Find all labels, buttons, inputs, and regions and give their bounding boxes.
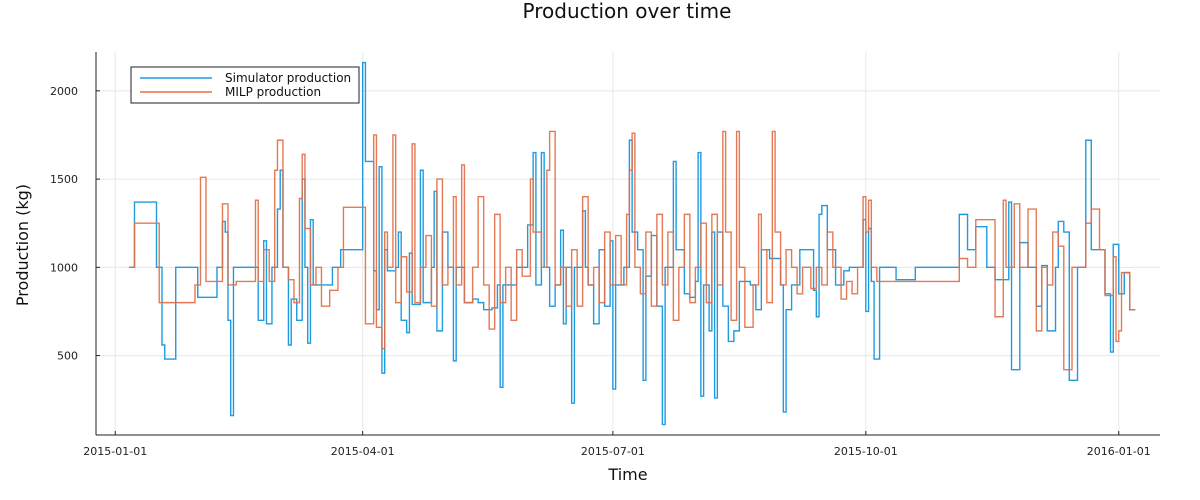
y-axis-title: Production (kg) [13, 184, 32, 306]
x-axis-title: Time [607, 465, 647, 484]
x-tick-label: 2015-07-01 [581, 445, 645, 458]
series-line-simulator [128, 61, 1136, 426]
chart-title: Production over time [523, 0, 732, 23]
ticks: 500 1000 1500 2000 2015-01-01 2015-04-01 2015-… [50, 85, 1151, 458]
legend: Simulator production MILP production [130, 66, 360, 104]
y-tick-label: 1000 [50, 261, 78, 274]
x-tick-label: 2015-04-01 [331, 445, 395, 458]
legend-box [130, 66, 360, 104]
series-area [128, 61, 1136, 426]
y-tick-label: 1500 [50, 173, 78, 186]
y-tick-label: 2000 [50, 85, 78, 98]
legend-label-milp: MILP production [225, 85, 321, 99]
x-tick-label: 2016-01-01 [1087, 445, 1151, 458]
y-tick-label: 500 [57, 350, 78, 363]
legend-label-simulator: Simulator production [225, 71, 351, 85]
x-tick-label: 2015-01-01 [83, 445, 147, 458]
x-tick-label: 2015-10-01 [834, 445, 898, 458]
series-line-milp [128, 130, 1136, 371]
